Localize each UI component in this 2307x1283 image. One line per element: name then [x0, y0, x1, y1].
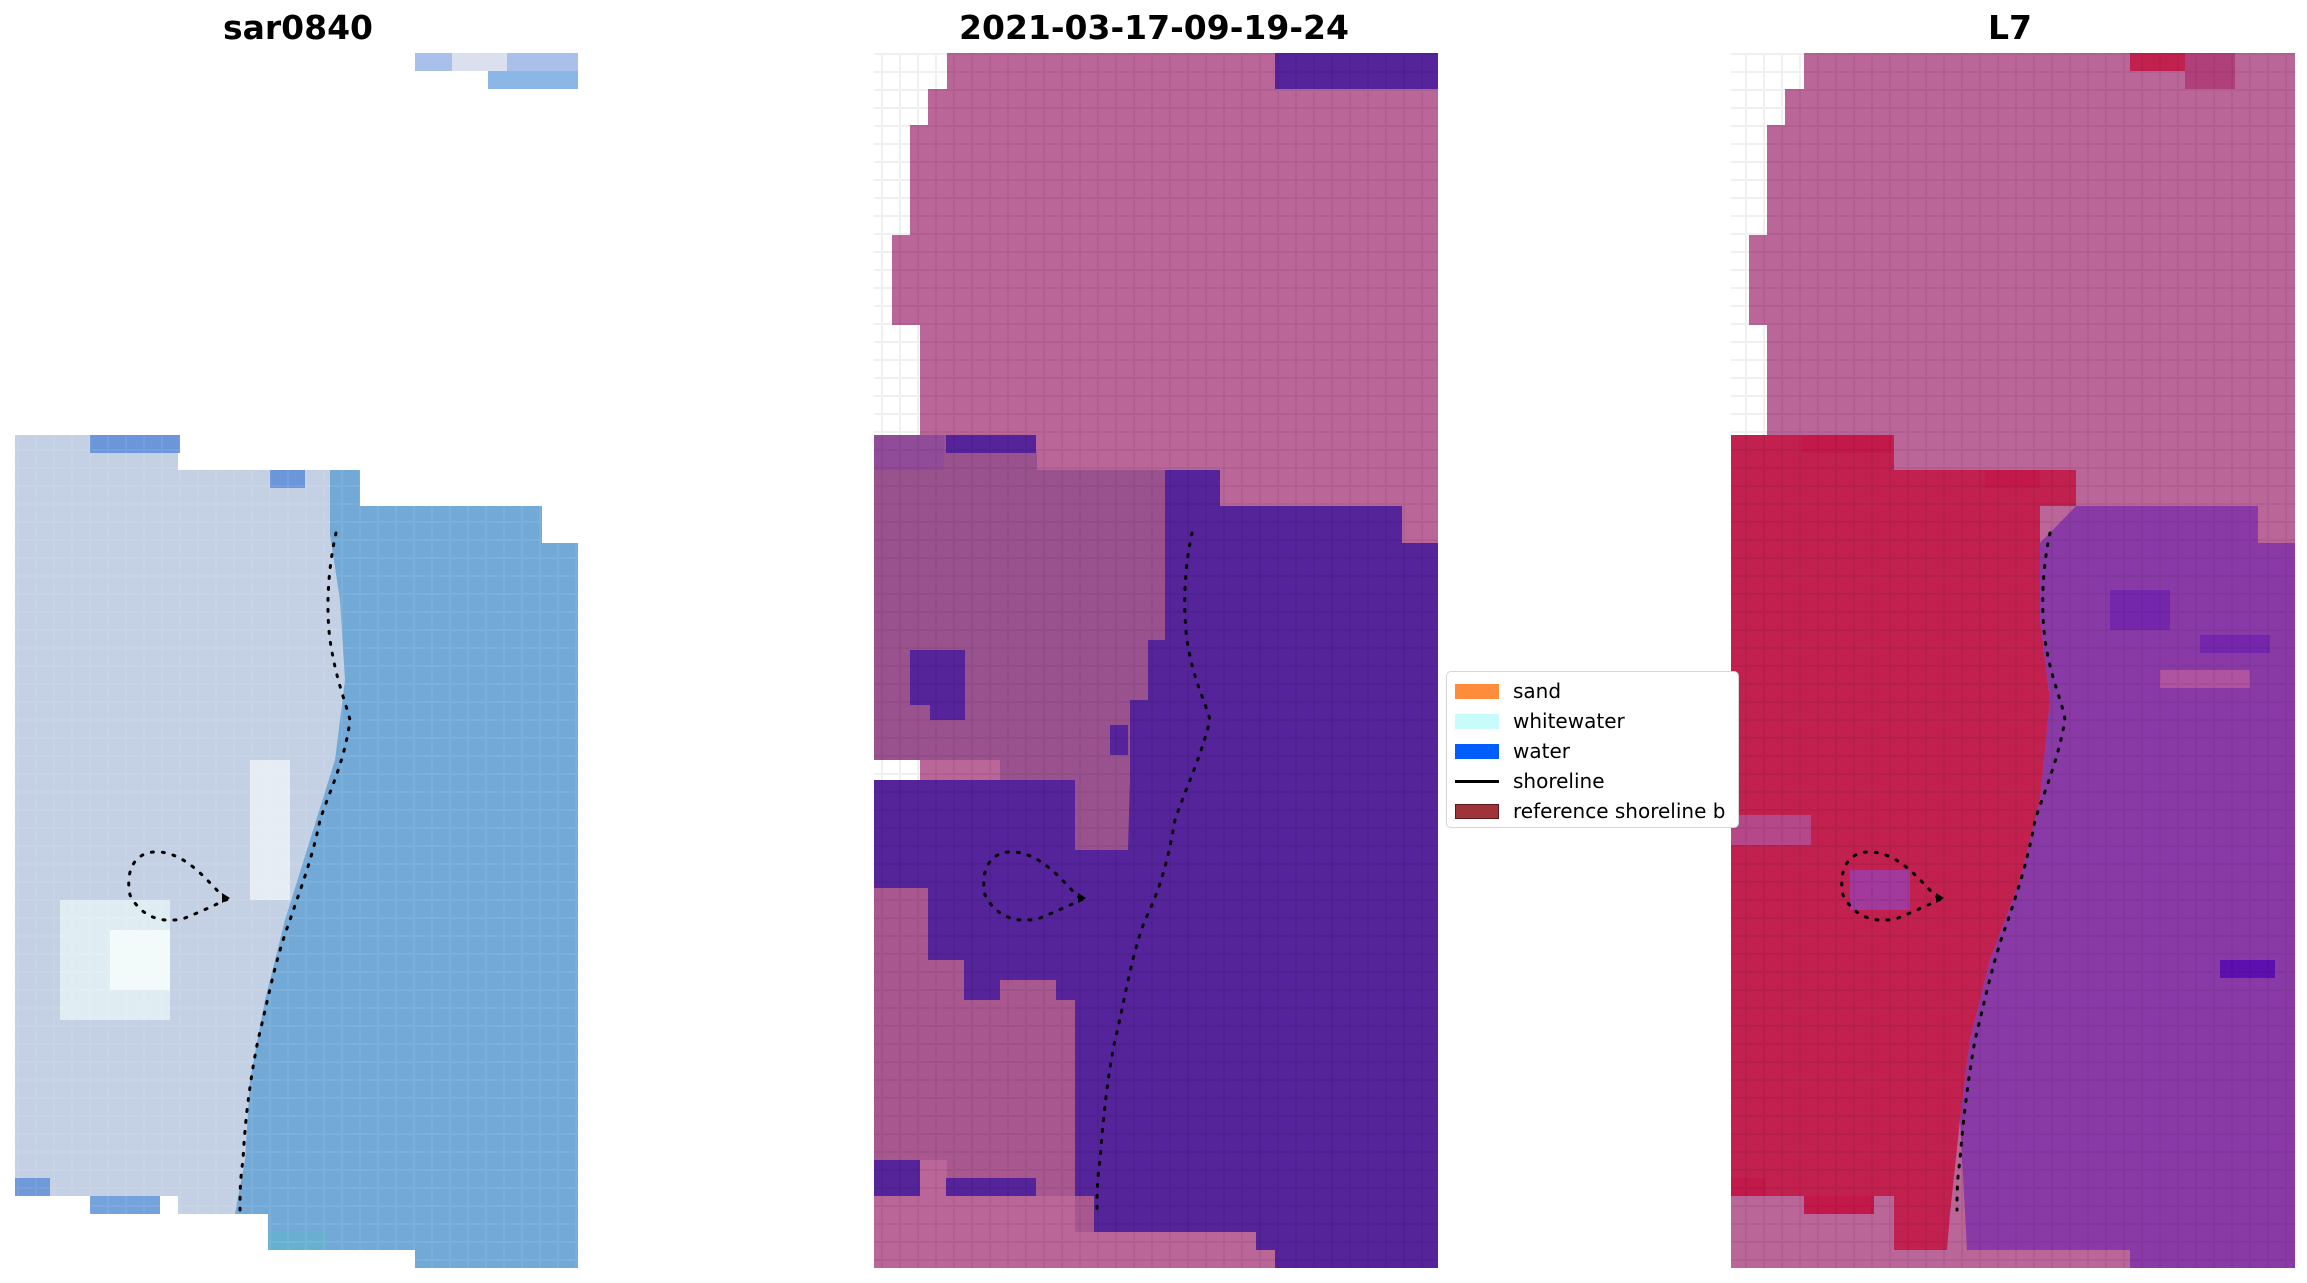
shoreline-right: [1840, 531, 2067, 1212]
reference-shoreline-swatch: [1455, 804, 1499, 819]
classified-image-panel: [874, 53, 1438, 1268]
sand-swatch: [1455, 684, 1499, 699]
legend-item-reference-shoreline: reference shoreline b: [1447, 796, 1738, 826]
legend-label-sand: sand: [1513, 679, 1562, 703]
legend-item-sand: sand: [1447, 676, 1738, 706]
legend-label-whitewater: whitewater: [1513, 709, 1625, 733]
legend-item-shoreline: shoreline: [1447, 766, 1738, 796]
legend: sand whitewater water shoreline referenc…: [1446, 671, 1739, 828]
l7-image-panel: [1731, 53, 2295, 1268]
legend-label-reference-shoreline: reference shoreline b: [1513, 799, 1726, 823]
legend-label-shoreline: shoreline: [1513, 769, 1605, 793]
legend-item-whitewater: whitewater: [1447, 706, 1738, 736]
water-swatch: [1455, 744, 1499, 759]
shoreline-line-swatch: [1455, 780, 1499, 783]
shoreline-left: [127, 531, 352, 1212]
legend-item-water: water: [1447, 736, 1738, 766]
panel-title-center: 2021-03-17-09-19-24: [959, 8, 1349, 47]
panel-title-left: sar0840: [222, 8, 374, 47]
whitewater-swatch: [1455, 714, 1499, 729]
panel-title-right: L7: [1988, 8, 2032, 47]
legend-label-water: water: [1513, 739, 1570, 763]
shoreline-center: [982, 531, 1212, 1212]
sar-image-panel: [15, 53, 578, 1268]
